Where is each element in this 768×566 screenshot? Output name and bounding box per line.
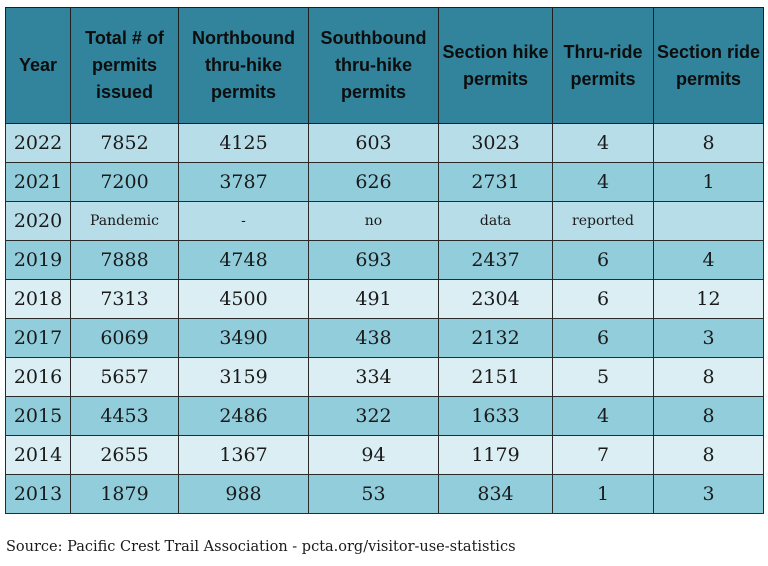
cell-section-ride: 4: [653, 240, 764, 280]
table-row: 2017 6069 3490 438 2132 6 3: [5, 318, 764, 358]
cell-section-ride: 12: [653, 279, 764, 319]
cell-thru-ride: 6: [552, 240, 654, 280]
cell-southbound: 693: [308, 240, 439, 280]
cell-southbound: 322: [308, 396, 439, 436]
cell-section-hike: 2437: [438, 240, 553, 280]
cell-southbound: 53: [308, 474, 439, 514]
header-year: Year: [5, 7, 71, 124]
cell-section-hike: 3023: [438, 123, 553, 163]
cell-southbound: 626: [308, 162, 439, 202]
cell-year: 2021: [5, 162, 71, 202]
cell-total: 2655: [70, 435, 179, 475]
table-row: 2015 4453 2486 322 1633 4 8: [5, 396, 764, 436]
cell-section-ride: [653, 201, 764, 241]
cell-section-hike: data: [438, 201, 553, 241]
header-row: Year Total # of permits issued Northboun…: [5, 7, 764, 124]
cell-thru-ride: reported: [552, 201, 654, 241]
cell-southbound: 334: [308, 357, 439, 397]
header-section-hike: Section hike permits: [438, 7, 553, 124]
cell-northbound: -: [178, 201, 309, 241]
cell-year: 2014: [5, 435, 71, 475]
cell-total: 5657: [70, 357, 179, 397]
cell-section-ride: 3: [653, 474, 764, 514]
table-row: 2016 5657 3159 334 2151 5 8: [5, 357, 764, 397]
cell-thru-ride: 4: [552, 162, 654, 202]
cell-northbound: 3159: [178, 357, 309, 397]
header-section-ride: Section ride permits: [653, 7, 764, 124]
cell-thru-ride: 7: [552, 435, 654, 475]
cell-year: 2016: [5, 357, 71, 397]
cell-section-hike: 2304: [438, 279, 553, 319]
cell-section-ride: 8: [653, 357, 764, 397]
cell-section-hike: 2731: [438, 162, 553, 202]
cell-total: 7313: [70, 279, 179, 319]
cell-section-hike: 2132: [438, 318, 553, 358]
cell-southbound: 438: [308, 318, 439, 358]
permits-table-container: Year Total # of permits issued Northboun…: [5, 7, 764, 514]
cell-total: 6069: [70, 318, 179, 358]
table-row: 2022 7852 4125 603 3023 4 8: [5, 123, 764, 163]
cell-northbound: 4125: [178, 123, 309, 163]
source-caption: Source: Pacific Crest Trail Association …: [6, 539, 516, 555]
cell-total: 1879: [70, 474, 179, 514]
cell-thru-ride: 4: [552, 123, 654, 163]
cell-southbound: 94: [308, 435, 439, 475]
cell-section-hike: 1633: [438, 396, 553, 436]
cell-thru-ride: 4: [552, 396, 654, 436]
cell-year: 2015: [5, 396, 71, 436]
cell-northbound: 2486: [178, 396, 309, 436]
header-thru-ride: Thru-ride permits: [552, 7, 654, 124]
cell-total: 7888: [70, 240, 179, 280]
cell-northbound: 1367: [178, 435, 309, 475]
cell-year: 2019: [5, 240, 71, 280]
cell-year: 2018: [5, 279, 71, 319]
cell-total: Pandemic: [70, 201, 179, 241]
cell-section-hike: 1179: [438, 435, 553, 475]
cell-southbound: 603: [308, 123, 439, 163]
cell-section-ride: 3: [653, 318, 764, 358]
cell-section-hike: 2151: [438, 357, 553, 397]
header-southbound: Southbound thru-hike permits: [308, 7, 439, 124]
cell-northbound: 988: [178, 474, 309, 514]
cell-section-ride: 8: [653, 123, 764, 163]
cell-section-ride: 8: [653, 396, 764, 436]
cell-thru-ride: 1: [552, 474, 654, 514]
table-row: 2018 7313 4500 491 2304 6 12: [5, 279, 764, 319]
table-row: 2021 7200 3787 626 2731 4 1: [5, 162, 764, 202]
header-northbound: Northbound thru-hike permits: [178, 7, 309, 124]
cell-total: 7852: [70, 123, 179, 163]
cell-section-ride: 1: [653, 162, 764, 202]
header-total-permits: Total # of permits issued: [70, 7, 179, 124]
permits-table: Year Total # of permits issued Northboun…: [5, 7, 764, 514]
table-row: 2013 1879 988 53 834 1 3: [5, 474, 764, 514]
cell-thru-ride: 6: [552, 318, 654, 358]
cell-year: 2020: [5, 201, 71, 241]
cell-section-hike: 834: [438, 474, 553, 514]
cell-thru-ride: 5: [552, 357, 654, 397]
cell-section-ride: 8: [653, 435, 764, 475]
table-row: 2019 7888 4748 693 2437 6 4: [5, 240, 764, 280]
cell-year: 2017: [5, 318, 71, 358]
cell-total: 7200: [70, 162, 179, 202]
table-row: 2014 2655 1367 94 1179 7 8: [5, 435, 764, 475]
cell-total: 4453: [70, 396, 179, 436]
cell-southbound: no: [308, 201, 439, 241]
cell-thru-ride: 6: [552, 279, 654, 319]
cell-northbound: 3787: [178, 162, 309, 202]
cell-northbound: 3490: [178, 318, 309, 358]
cell-year: 2013: [5, 474, 71, 514]
cell-northbound: 4500: [178, 279, 309, 319]
cell-year: 2022: [5, 123, 71, 163]
cell-southbound: 491: [308, 279, 439, 319]
table-row: 2020 Pandemic - no data reported: [5, 201, 764, 241]
cell-northbound: 4748: [178, 240, 309, 280]
